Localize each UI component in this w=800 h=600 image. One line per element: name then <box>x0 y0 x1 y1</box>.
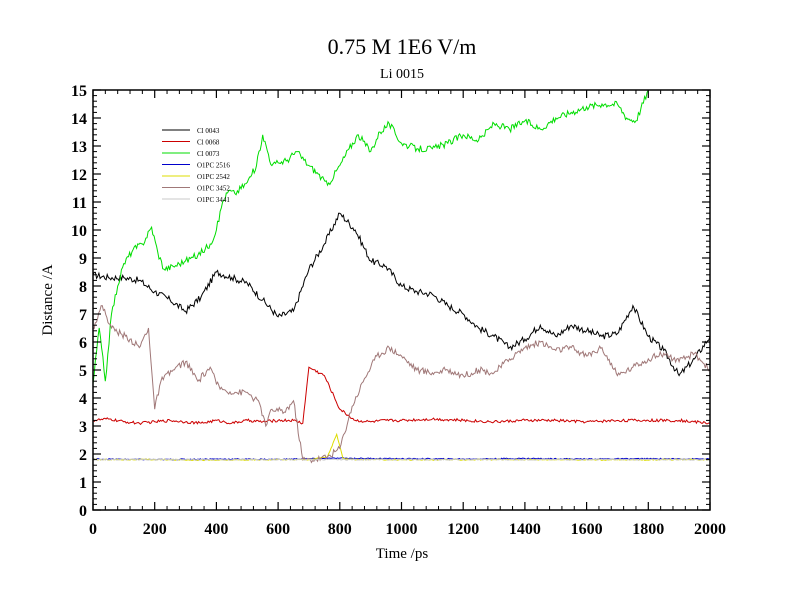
y-axis-label: Distance /A <box>40 264 56 335</box>
y-tick-label: 10 <box>71 223 87 240</box>
x-tick-label: 1600 <box>571 521 603 538</box>
x-tick-label: 0 <box>89 521 97 538</box>
x-tick-label: 1800 <box>632 521 664 538</box>
x-tick-label: 400 <box>204 521 228 538</box>
y-tick-label: 11 <box>72 195 87 212</box>
x-tick-label: 1200 <box>447 521 479 538</box>
series-line-cl-0068 <box>93 366 710 426</box>
series-line-o1pc-3441 <box>93 458 710 461</box>
y-tick-label: 5 <box>79 363 87 380</box>
y-tick-label: 12 <box>71 167 87 184</box>
legend-label: Cl 0073 <box>197 150 220 158</box>
legend-label: O1PC 2516 <box>197 162 230 170</box>
y-tick-label: 7 <box>79 307 87 324</box>
legend-label: Cl 0068 <box>197 139 220 147</box>
chart-subtitle: Li 0015 <box>380 67 424 82</box>
y-tick-label: 1 <box>79 475 87 492</box>
legend-label: O1PC 3452 <box>197 185 230 193</box>
legend-label: O1PC 3441 <box>197 196 230 204</box>
x-tick-label: 1400 <box>509 521 541 538</box>
y-tick-label: 8 <box>79 279 87 296</box>
legend-label: O1PC 2542 <box>197 173 230 181</box>
y-tick-label: 14 <box>71 111 87 128</box>
chart-title: 0.75 M 1E6 V/m <box>328 34 477 59</box>
series-line-cl-0043 <box>93 212 710 377</box>
x-tick-label: 200 <box>143 521 167 538</box>
x-axis-label: Time /ps <box>376 546 429 562</box>
x-tick-label: 1000 <box>386 521 418 538</box>
y-tick-label: 4 <box>79 391 87 408</box>
y-tick-label: 2 <box>79 447 87 464</box>
legend-label: Cl 0043 <box>197 127 220 135</box>
x-tick-label: 800 <box>328 521 352 538</box>
y-tick-label: 0 <box>79 503 87 520</box>
y-tick-label: 3 <box>79 419 87 436</box>
y-tick-label: 9 <box>79 251 87 268</box>
series-line-o1pc-2542 <box>93 432 710 462</box>
series-line-o1pc-3452 <box>93 305 710 464</box>
series-line-cl-0073 <box>93 90 649 385</box>
y-tick-label: 13 <box>71 139 87 156</box>
y-tick-label: 15 <box>71 83 87 100</box>
y-tick-label: 6 <box>79 335 87 352</box>
x-tick-label: 600 <box>266 521 290 538</box>
x-tick-label: 2000 <box>694 521 726 538</box>
